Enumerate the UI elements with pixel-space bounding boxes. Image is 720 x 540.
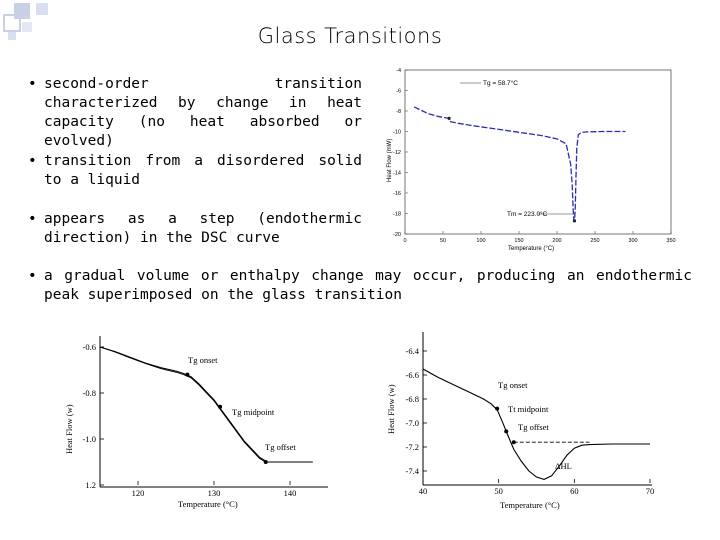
- y-tick-label: -1.0: [83, 434, 96, 444]
- tg-chart-left: -0.6-0.8-1.01.2 120 130 140 Heat Flow (w) …: [64, 336, 328, 509]
- tm-annotation: Tm = 223.0°C: [507, 210, 548, 218]
- x-tick-label: 250: [590, 238, 599, 244]
- delta-h-label: ΔHL: [555, 461, 572, 471]
- tg-marker-point: [495, 406, 500, 411]
- x-tick-label: 300: [628, 238, 637, 244]
- tg-point: [447, 116, 451, 120]
- x-tick-label: 50: [494, 486, 503, 496]
- y-axis-label: Heat Flow (mW): [387, 139, 393, 182]
- x-tick-label: 70: [646, 486, 655, 496]
- x-tick-label: 40: [419, 486, 428, 496]
- bullet-2: • transition from a disordered solid to …: [28, 152, 362, 190]
- tg-marker-point: [185, 372, 190, 377]
- y-tick-label: -10: [393, 130, 401, 136]
- y-axis-label: Heat Flow (w): [64, 404, 74, 454]
- tg-onset-label: Tg onset: [188, 355, 218, 365]
- y-tick-label: -6.4: [406, 346, 420, 356]
- series-line-1: [422, 368, 650, 480]
- y-tick-label: -7.4: [406, 466, 420, 476]
- bullet-3: • appears as a step (endothermic directi…: [28, 210, 362, 248]
- tg-offset-label: Tg offset: [265, 442, 296, 452]
- y-axis-label: Heat Flow (w): [386, 384, 396, 434]
- dsc-curve: [413, 106, 626, 222]
- bullet-text: a gradual volume or enthalpy change may …: [44, 268, 692, 303]
- y-tick-label: -6.6: [406, 370, 419, 380]
- x-tick-label: 350: [666, 238, 675, 244]
- tm-point: [572, 219, 577, 223]
- y-tick-label: -7.0: [406, 418, 419, 428]
- x-tick-label: 0: [403, 238, 406, 244]
- plot-frame: [404, 69, 672, 235]
- tt-midpoint-label: Tt midpoint: [508, 404, 549, 414]
- y-tick-label: -14: [393, 171, 401, 177]
- bullet-marker: •: [28, 211, 37, 227]
- bullet-text: transition from a disordered solid to a …: [44, 153, 362, 188]
- bullet-marker: •: [28, 153, 37, 169]
- tg-offset-label: Tg offset: [518, 422, 549, 432]
- y-tick-label: -16: [393, 191, 401, 197]
- x-tick-label: 60: [570, 486, 579, 496]
- tg-marker-point: [263, 460, 268, 464]
- y-tick-label: -6: [396, 89, 401, 95]
- y-tick-label: 1.2: [85, 480, 96, 490]
- bullet-1: • second-order transition characterized …: [28, 75, 362, 151]
- tg-marker-point: [504, 429, 509, 434]
- tg-midpoint-label: Tg midpoint: [232, 407, 275, 417]
- y-tick-label: -7.2: [406, 442, 419, 452]
- bullet-4: • a gradual volume or enthalpy change ma…: [28, 267, 692, 305]
- y-tick-label: -12: [393, 150, 401, 156]
- y-tick-label: -6.8: [406, 394, 419, 404]
- x-axis-label: Temperature (°C): [508, 246, 554, 252]
- x-tick-label: 150: [514, 238, 523, 244]
- tg-chart-right: -6.4 -6.6 -6.8 -7.0 -7.2 -7.4 40 50 60 70 Heat F…: [386, 332, 655, 510]
- bullet-marker: •: [28, 268, 37, 284]
- bullet-text: second-order transition characterized by…: [44, 76, 362, 149]
- bullet-text: appears as a step (endothermic direction…: [44, 211, 362, 246]
- tg-marker-point: [511, 440, 516, 445]
- x-tick-label: 140: [284, 488, 297, 498]
- y-tick-label: -18: [393, 212, 401, 218]
- x-tick-label: 100: [476, 238, 485, 244]
- x-tick-label: 50: [440, 238, 446, 244]
- slide-title: Glass Transitions: [257, 24, 443, 48]
- tg-annotation: Tg = 58.7°C: [483, 79, 518, 87]
- y-tick-label: -20: [393, 232, 401, 238]
- x-axis-label: Temperature (°C): [500, 500, 560, 510]
- dsc-chart: -4 -6 -8 -10 -12 -14 -16 -18 -20 0 50 100 150 200 250…: [387, 68, 676, 252]
- x-tick-label: 130: [208, 488, 221, 498]
- y-tick-label: -0.6: [83, 342, 96, 352]
- tg-onset-label: Tg onset: [498, 380, 528, 390]
- y-tick-label: -8: [396, 109, 401, 115]
- x-tick-label: 120: [132, 488, 145, 498]
- bullet-marker: •: [28, 76, 37, 92]
- x-axis-label: Temperature (°C): [178, 499, 238, 509]
- y-tick-label: -4: [396, 68, 401, 74]
- y-tick-label: -0.8: [83, 388, 96, 398]
- series-line-1: [99, 346, 313, 463]
- series-line-2: [99, 346, 268, 464]
- x-tick-label: 200: [552, 238, 561, 244]
- tg-marker-point: [218, 404, 223, 409]
